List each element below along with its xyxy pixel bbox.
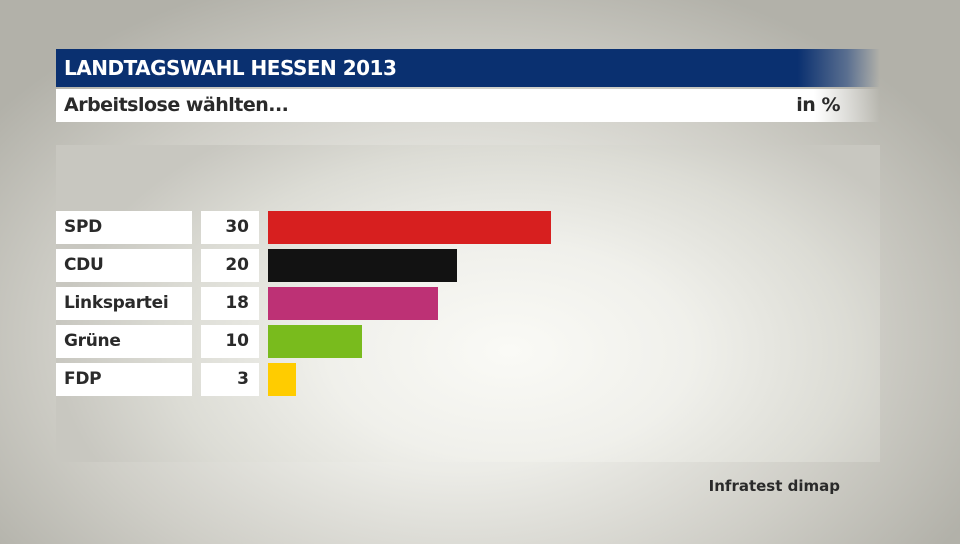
- chart-title-bar: LANDTAGSWAHL HESSEN 2013: [56, 49, 880, 87]
- bar-row-cdu: CDU 20: [56, 249, 856, 282]
- bar: [268, 325, 362, 358]
- bar: [268, 249, 457, 282]
- bar-row-gruene: Grüne 10: [56, 325, 856, 358]
- bar-row-fdp: FDP 3: [56, 363, 856, 396]
- party-value: 18: [201, 287, 259, 320]
- bar-row-linkspartei: Linkspartei 18: [56, 287, 856, 320]
- chart-panel: [56, 145, 880, 462]
- source-label: Infratest dimap: [708, 477, 840, 495]
- party-label: Grüne: [56, 325, 192, 358]
- party-label: FDP: [56, 363, 192, 396]
- bar: [268, 211, 551, 244]
- chart-title: LANDTAGSWAHL HESSEN 2013: [64, 56, 397, 80]
- bar-row-spd: SPD 30: [56, 211, 856, 244]
- party-label: Linkspartei: [56, 287, 192, 320]
- chart-subtitle: Arbeitslose wählten...: [64, 94, 289, 116]
- party-label: CDU: [56, 249, 192, 282]
- party-value: 30: [201, 211, 259, 244]
- party-label: SPD: [56, 211, 192, 244]
- party-value: 3: [201, 363, 259, 396]
- bar: [268, 363, 296, 396]
- bar: [268, 287, 438, 320]
- unit-label: in %: [796, 94, 840, 116]
- chart-subtitle-bar: Arbeitslose wählten... in %: [56, 89, 880, 122]
- party-value: 10: [201, 325, 259, 358]
- party-value: 20: [201, 249, 259, 282]
